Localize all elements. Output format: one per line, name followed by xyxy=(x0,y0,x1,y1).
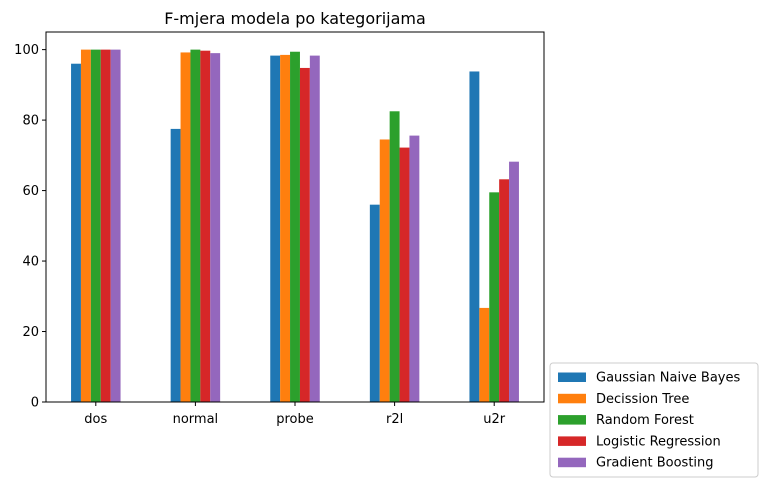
legend-label: Gaussian Naive Bayes xyxy=(596,371,740,386)
legend-swatch xyxy=(558,457,586,468)
x-tick-label-normal: normal xyxy=(173,412,219,427)
bar-dos-gaussian-naive-bayes xyxy=(71,63,81,403)
legend-swatch xyxy=(558,372,586,382)
legend-label: Decission Tree xyxy=(596,392,689,407)
bar-probe-random-forest xyxy=(290,51,300,402)
legend-label: Random Forest xyxy=(596,413,694,428)
bar-u2r-decission-tree xyxy=(479,307,490,402)
y-tick-label: 0 xyxy=(31,396,39,411)
bar-r2l-gaussian-naive-bayes xyxy=(369,204,380,402)
bar-normal-gaussian-naive-bayes xyxy=(170,128,181,402)
x-tick-label-u2r: u2r xyxy=(483,412,506,427)
legend-box xyxy=(549,362,759,478)
legend-label: Gradient Boosting xyxy=(596,456,714,471)
bar-probe-decission-tree xyxy=(280,54,291,403)
bar-dos-decission-tree xyxy=(80,49,91,403)
x-axis: dos normal probe r2l u2r xyxy=(84,402,506,427)
bar-probe-gradient-boosting xyxy=(309,55,320,403)
y-tick-label: 100 xyxy=(14,43,39,58)
legend-swatch xyxy=(558,393,586,404)
y-tick-label: 20 xyxy=(22,325,39,340)
x-tick-label-r2l: r2l xyxy=(386,412,403,427)
bar-normal-gradient-boosting xyxy=(210,53,221,402)
bar-r2l-gradient-boosting xyxy=(409,135,420,402)
y-tick-label: 60 xyxy=(22,184,39,199)
bar-normal-decission-tree xyxy=(180,52,191,402)
y-tick-label: 40 xyxy=(22,255,39,270)
chart-title: F-mjera modela po kategorijama xyxy=(164,9,426,28)
legend-swatch xyxy=(558,415,586,425)
bar-dos-gradient-boosting xyxy=(110,49,121,403)
bar-u2r-logistic-regression xyxy=(499,179,510,402)
bar-dos-random-forest xyxy=(90,49,101,403)
bar-normal-logistic-regression xyxy=(200,50,211,403)
bar-normal-random-forest xyxy=(190,49,201,403)
x-tick-label-probe: probe xyxy=(276,412,314,427)
legend: Gaussian Naive Bayes Decission Tree Random… xyxy=(549,362,759,478)
bar-u2r-gradient-boosting xyxy=(509,161,519,402)
x-tick-label-dos: dos xyxy=(84,412,107,427)
bar-r2l-decission-tree xyxy=(379,139,390,403)
legend-swatch xyxy=(558,436,586,446)
y-axis: 0 20 40 60 80 100 xyxy=(14,43,46,411)
bar-r2l-random-forest xyxy=(389,111,400,402)
bar-probe-gaussian-naive-bayes xyxy=(270,55,281,403)
legend-label: Logistic Regression xyxy=(596,434,721,449)
bar-u2r-gaussian-naive-bayes xyxy=(469,71,480,402)
bar-dos-logistic-regression xyxy=(100,49,111,403)
bars-group xyxy=(71,49,519,403)
y-tick-label: 80 xyxy=(22,114,39,129)
bar-u2r-random-forest xyxy=(489,192,500,402)
bar-r2l-logistic-regression xyxy=(399,147,410,402)
bar-probe-logistic-regression xyxy=(299,67,310,402)
